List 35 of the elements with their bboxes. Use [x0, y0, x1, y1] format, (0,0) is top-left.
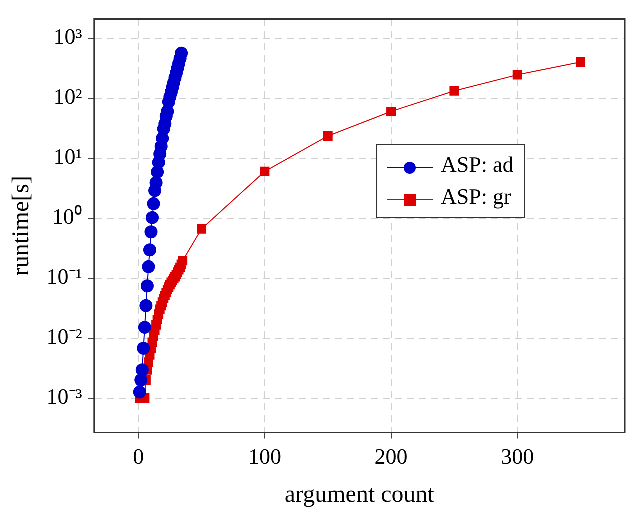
point — [576, 58, 586, 68]
point — [147, 197, 160, 210]
point — [197, 224, 207, 234]
point — [143, 244, 156, 257]
point — [450, 86, 460, 96]
legend-label: ASP: ad — [441, 151, 514, 179]
y-tick-label: 10¹ — [54, 144, 82, 170]
y-tick-label: 10⁰ — [52, 204, 82, 230]
x-tick-label: 100 — [248, 444, 282, 469]
point — [512, 70, 522, 80]
point — [142, 260, 156, 274]
y-tick-label: 10² — [54, 84, 83, 110]
y-axis-title: runtime[s] — [8, 176, 35, 276]
y-tick-label: 10⁻² — [46, 324, 83, 350]
point — [260, 166, 270, 176]
point — [144, 226, 158, 239]
x-tick-label: 200 — [374, 444, 408, 469]
point — [137, 342, 150, 356]
x-tick-label: 0 — [133, 444, 144, 469]
x-axis-title: argument count — [284, 482, 435, 508]
point — [146, 211, 160, 224]
x-tick-label: 300 — [501, 444, 534, 469]
y-tick-label: 10³ — [54, 24, 83, 50]
point — [138, 321, 152, 334]
point — [133, 386, 146, 399]
point — [323, 131, 333, 141]
y-tick-label: 10⁻¹ — [46, 264, 82, 290]
point — [140, 280, 154, 293]
legend-label: ASP: gr — [441, 183, 512, 211]
point — [136, 364, 149, 377]
y-tick-label: 10⁻³ — [46, 384, 83, 410]
point — [150, 176, 163, 190]
point — [386, 106, 396, 116]
point — [178, 256, 188, 266]
point — [140, 299, 153, 312]
